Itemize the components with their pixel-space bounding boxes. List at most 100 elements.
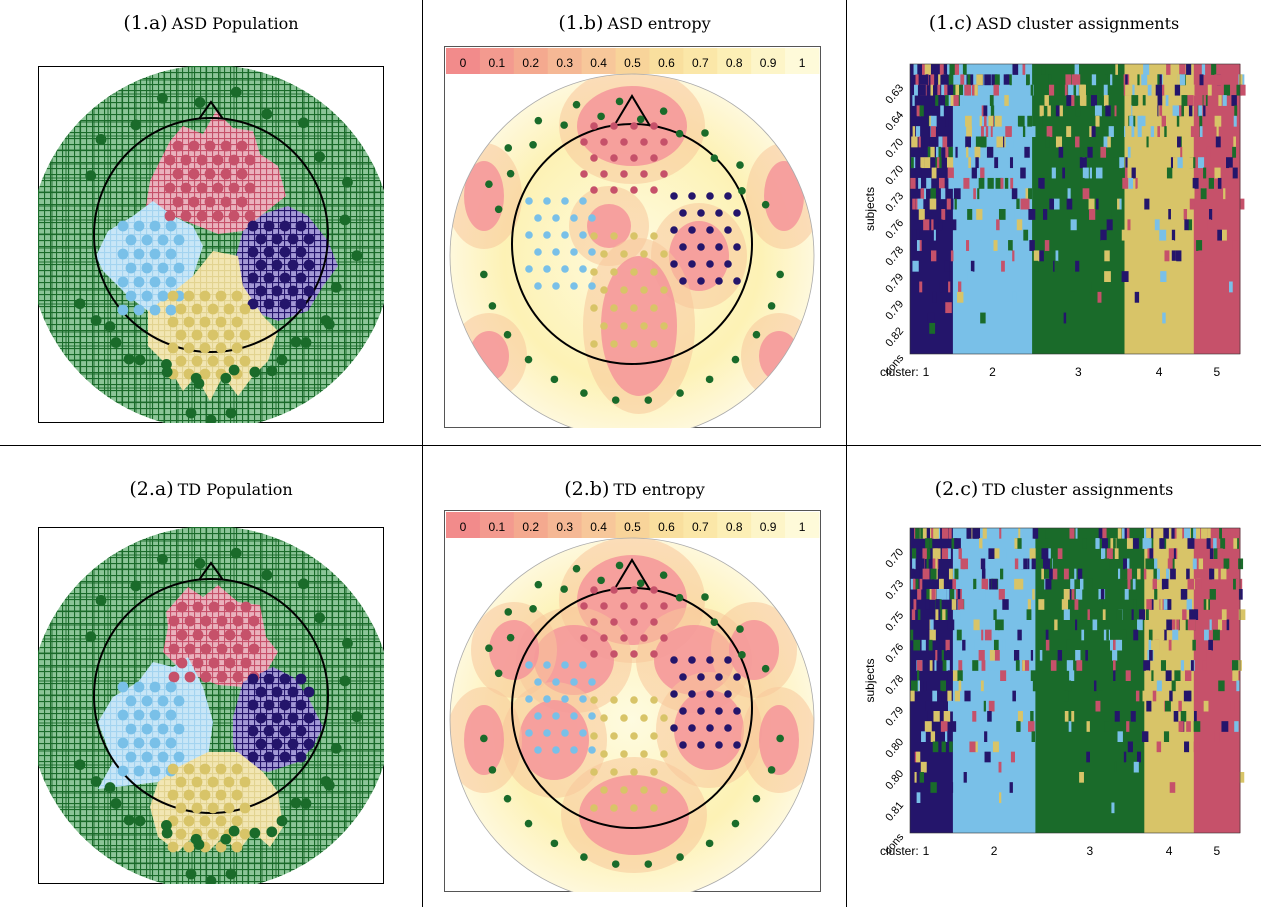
assignment-cell (1029, 240, 1035, 251)
assignment-cell (1070, 95, 1075, 106)
assignment-cell (1038, 177, 1045, 189)
assignment-cell (962, 115, 965, 127)
assignment-cell (930, 74, 935, 86)
electrode-parietal (215, 815, 227, 827)
assignment-cell (1079, 578, 1084, 590)
electrode-peripheral (776, 734, 784, 743)
electrode-right-temporal (715, 209, 723, 217)
electrode-parietal (175, 303, 187, 315)
electrode-peripheral (220, 833, 232, 845)
assignment-cell (980, 136, 987, 148)
assignment-cell (917, 198, 924, 210)
electrode-peripheral (298, 117, 309, 129)
electrode-left-temporal (157, 290, 169, 302)
assignment-cell (911, 136, 918, 148)
assignment-cell (1203, 95, 1206, 106)
assignment-cell (945, 95, 953, 106)
assignment-cell (1079, 95, 1087, 106)
electrode-parietal (239, 303, 251, 315)
assignment-cell (916, 751, 921, 763)
electrode-right-temporal (733, 209, 741, 217)
panel-title-1a: (1.a) ASD Population (123, 12, 299, 34)
electrode-parietal (191, 329, 203, 341)
assignment-cell (1231, 660, 1239, 671)
assignment-cell (1129, 115, 1134, 127)
assignment-cell (912, 126, 916, 137)
assignment-cell (1119, 157, 1125, 169)
electrode-parietal (590, 304, 598, 312)
assignment-cell (1098, 599, 1103, 610)
electrode-peripheral (230, 86, 242, 98)
electrode-parietal (610, 340, 618, 348)
colorbar-cell (717, 512, 752, 538)
assignment-cell (1214, 115, 1222, 127)
assignment-cell (1176, 619, 1180, 631)
electrode-peripheral (85, 631, 97, 643)
assignment-cell (1012, 219, 1018, 231)
assignment-cell (1091, 95, 1097, 106)
assignment-cell (1191, 188, 1195, 200)
assignment-cell (1144, 761, 1150, 773)
assignment-cell (1142, 690, 1149, 702)
assignment-cell (1186, 568, 1190, 580)
assignment-cell (1028, 188, 1032, 200)
assignment-cell (1127, 146, 1131, 158)
assignment-cell (1135, 690, 1140, 702)
electrode-peripheral (110, 337, 122, 348)
assignment-cell (947, 670, 953, 681)
assignment-cell (964, 548, 968, 559)
assignment-cell (1209, 589, 1216, 600)
assignment-cell (1023, 690, 1030, 702)
assignment-cell (1089, 126, 1093, 137)
assignment-cell (910, 629, 914, 641)
electrode-left-temporal (149, 304, 161, 316)
assignment-cell (1094, 105, 1102, 117)
assignment-cell (948, 528, 952, 539)
assignment-cell (1140, 115, 1146, 127)
assignment-cell (929, 198, 937, 210)
assignment-cell (1209, 548, 1214, 559)
assignment-cell (1060, 548, 1066, 559)
assignment-cell (960, 74, 965, 86)
assignment-cell (1033, 250, 1040, 262)
assignment-cell (929, 568, 937, 580)
electrode-frontal (640, 138, 648, 146)
assignment-cell (1217, 619, 1223, 631)
electrode-frontal (590, 618, 598, 626)
assignment-cell (1174, 751, 1181, 763)
assignment-cell (1171, 680, 1176, 692)
assignment-cell (928, 568, 932, 580)
electrode-right-temporal (287, 712, 299, 724)
assignment-cell (964, 690, 971, 702)
horizontal-divider (0, 445, 1261, 446)
electrode-peripheral (659, 571, 668, 579)
electrode-left-temporal (570, 712, 578, 720)
assignment-cell (989, 95, 994, 106)
electrode-left-temporal (534, 712, 542, 720)
electrode-parietal (175, 828, 187, 840)
electrode-left-temporal (588, 712, 596, 720)
assignment-cell (1164, 589, 1171, 600)
electrode-peripheral (266, 826, 278, 838)
assignment-cell (954, 568, 959, 580)
assignment-cell (1193, 741, 1200, 753)
electrode-right-temporal (733, 741, 741, 749)
assignment-cell (1230, 700, 1235, 712)
assignment-cell (1066, 126, 1072, 137)
assignment-cell (977, 188, 980, 200)
assignment-cell (1075, 136, 1080, 148)
electrode-peripheral (339, 214, 351, 226)
electrode-frontal (172, 196, 184, 208)
electrode-left-temporal (173, 262, 185, 274)
electrode-parietal (191, 802, 203, 814)
electrode-left-temporal (525, 197, 533, 205)
assignment-cell (934, 548, 938, 559)
y-axis-label: subjects (863, 187, 877, 231)
electrode-frontal (200, 671, 212, 683)
assignment-cell (928, 146, 935, 158)
electrode-peripheral (320, 776, 332, 787)
assignment-cell (1122, 629, 1127, 641)
electrode-left-temporal (149, 248, 161, 260)
assignment-cell (1020, 578, 1024, 590)
electrode-right-temporal (688, 690, 696, 698)
